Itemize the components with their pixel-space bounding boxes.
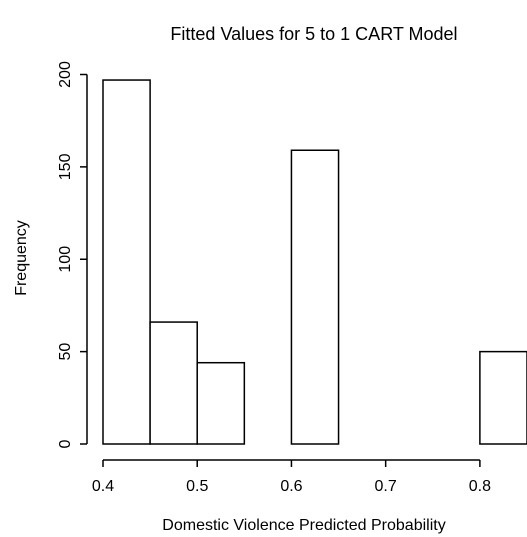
histogram-bar-0 [102, 79, 151, 445]
x-tick-label: 0.6 [280, 478, 302, 495]
x-tick-label: 0.4 [92, 478, 114, 495]
y-axis: 0 50 100 150 200 [57, 61, 88, 448]
x-axis-title: Domestic Violence Predicted Probability [162, 517, 445, 534]
y-axis-title: Frequency [13, 220, 30, 296]
x-tick-label: 0.7 [375, 478, 397, 495]
y-tick-label: 100 [57, 246, 74, 273]
y-tick-label: 150 [57, 153, 74, 180]
y-tick-label: 50 [57, 343, 74, 361]
y-tick-label: 0 [57, 439, 74, 448]
histogram-bar-4 [290, 149, 340, 445]
histogram-bar-2 [196, 361, 246, 445]
histogram-bar-1 [149, 321, 198, 445]
x-tick-label: 0.8 [469, 478, 491, 495]
histogram-bar-8 [479, 350, 527, 445]
chart-title: Fitted Values for 5 to 1 CART Model [170, 24, 457, 44]
x-axis: 0.4 0.5 0.6 0.7 0.8 [92, 459, 491, 495]
histogram-bars [102, 79, 527, 445]
y-tick-label: 200 [57, 61, 74, 88]
x-tick-label: 0.5 [186, 478, 208, 495]
